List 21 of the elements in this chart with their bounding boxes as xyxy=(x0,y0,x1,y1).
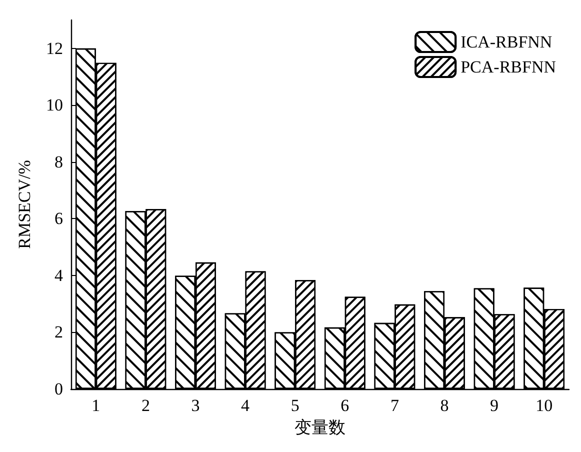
legend-label: PCA-RBFNN xyxy=(460,58,556,76)
x-tick-label: 7 xyxy=(390,396,400,415)
x-tick-label: 2 xyxy=(141,396,150,415)
x-tick-label: 6 xyxy=(340,396,350,415)
y-tick-label: 4 xyxy=(54,266,64,285)
y-tick-label: 12 xyxy=(46,38,63,58)
x-tick-label: 9 xyxy=(490,396,499,415)
y-tick-label: 8 xyxy=(54,152,63,172)
x-tick-label: 5 xyxy=(290,396,300,415)
x-axis-title: 变量数 xyxy=(294,418,346,437)
x-tick-label: 4 xyxy=(241,396,250,415)
y-tick-label: 2 xyxy=(54,322,63,342)
x-tick-label: 3 xyxy=(191,396,200,415)
x-tick-label: 10 xyxy=(536,396,553,415)
y-tick-label: 6 xyxy=(54,209,63,228)
legend-label: ICA-RBFNN xyxy=(460,32,552,52)
y-tick-label: 0 xyxy=(54,380,63,398)
y-axis-title: RMSECV/% xyxy=(15,160,34,249)
x-tick-label: 1 xyxy=(92,396,100,415)
y-tick-label: 10 xyxy=(46,96,63,115)
x-tick-label: 8 xyxy=(440,396,449,415)
